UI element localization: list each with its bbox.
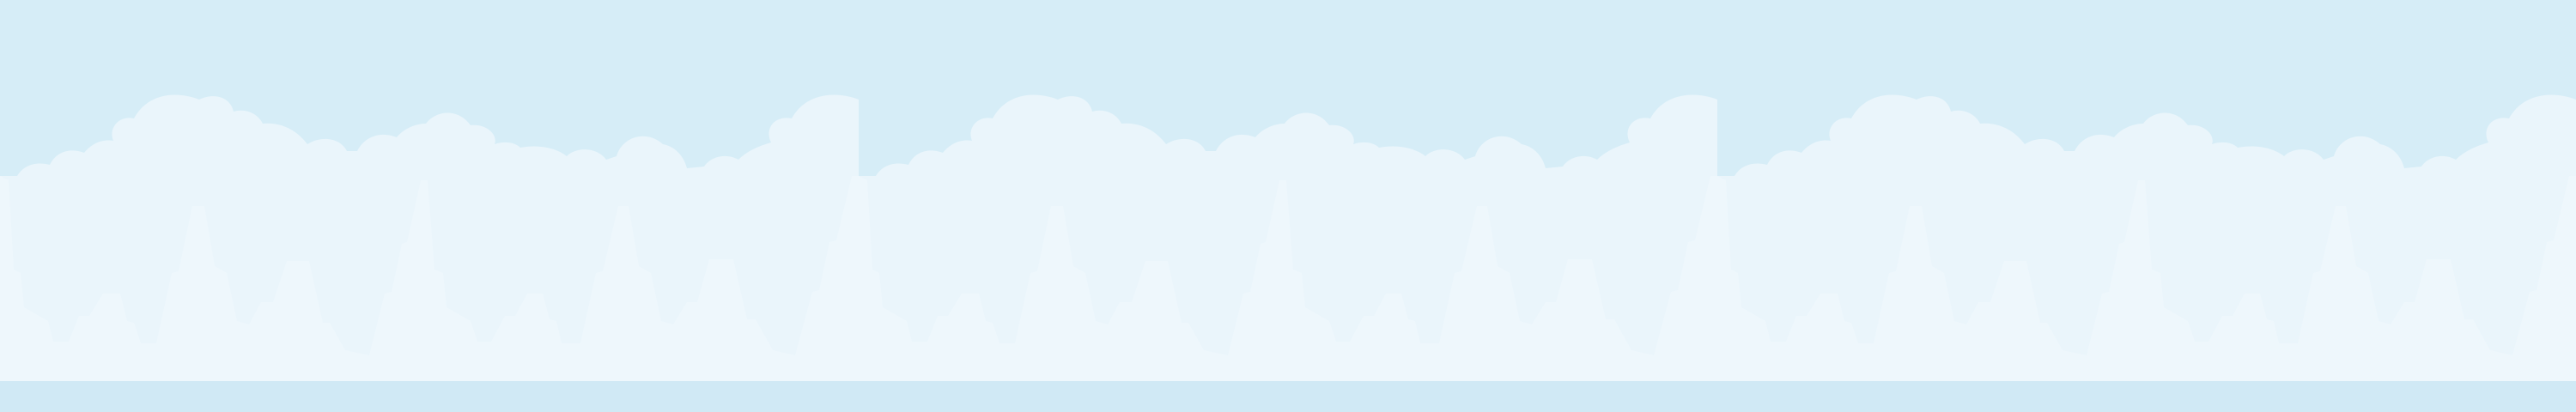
ground-strip	[0, 381, 2576, 412]
